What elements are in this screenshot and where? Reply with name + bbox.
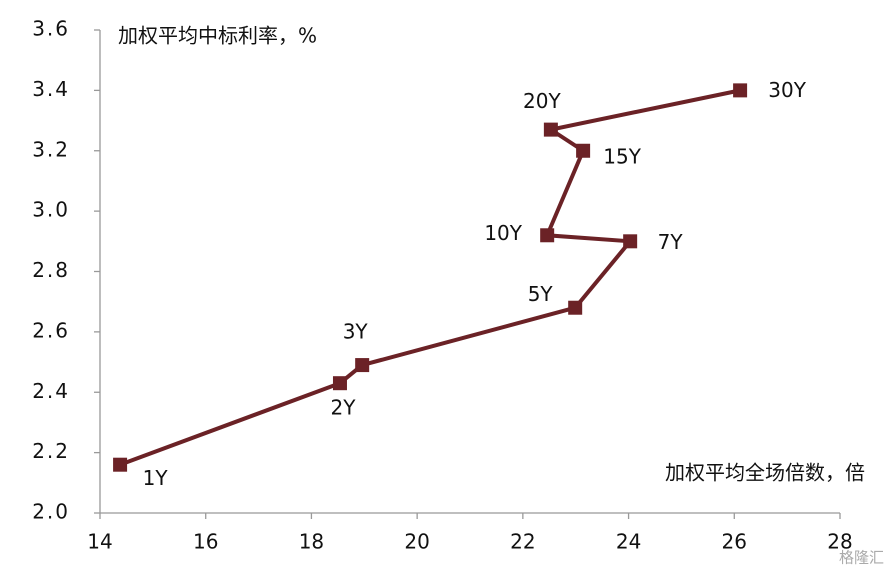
point-label: 5Y [528,282,554,306]
x-tick-label: 18 [299,530,324,554]
y-tick-label: 2.6 [32,318,70,342]
marker [623,234,638,249]
point-label: 30Y [768,78,806,102]
y-tick-label: 3.2 [32,137,70,161]
marker [355,358,370,373]
x-tick-label: 16 [193,530,218,554]
x-tick-label: 26 [722,530,747,554]
marker [543,122,558,137]
point-label: 1Y [143,466,169,490]
point-label: 2Y [330,396,356,420]
marker [540,228,555,243]
x-tick-label: 20 [404,530,429,554]
y-tick-label: 2.2 [32,439,70,463]
watermark: 格隆汇 [839,549,884,567]
y-tick-label: 3.0 [32,198,70,222]
marker [568,300,583,315]
y-axis-title: 加权平均中标利率，% [118,24,317,48]
series-line [119,88,741,467]
marker [332,376,347,391]
x-tick-label: 28 [827,530,852,554]
marker [113,457,128,472]
marker [733,83,748,98]
point-label: 3Y [343,320,369,344]
point-label: 20Y [523,89,561,113]
y-tick-label: 2.8 [32,258,70,282]
x-axis-title: 加权平均全场倍数，倍 [665,461,865,485]
x-tick-label: 22 [510,530,535,554]
x-tick-label: 14 [87,530,112,554]
point-label: 15Y [603,144,641,168]
marker [576,143,591,158]
y-tick-label: 2.4 [32,379,70,403]
point-label: 10Y [484,221,522,245]
y-tick-label: 2.0 [32,500,70,524]
point-label: 7Y [658,230,684,254]
x-tick-label: 24 [616,530,641,554]
y-tick-label: 3.6 [32,17,70,41]
y-tick-label: 3.4 [32,77,70,101]
